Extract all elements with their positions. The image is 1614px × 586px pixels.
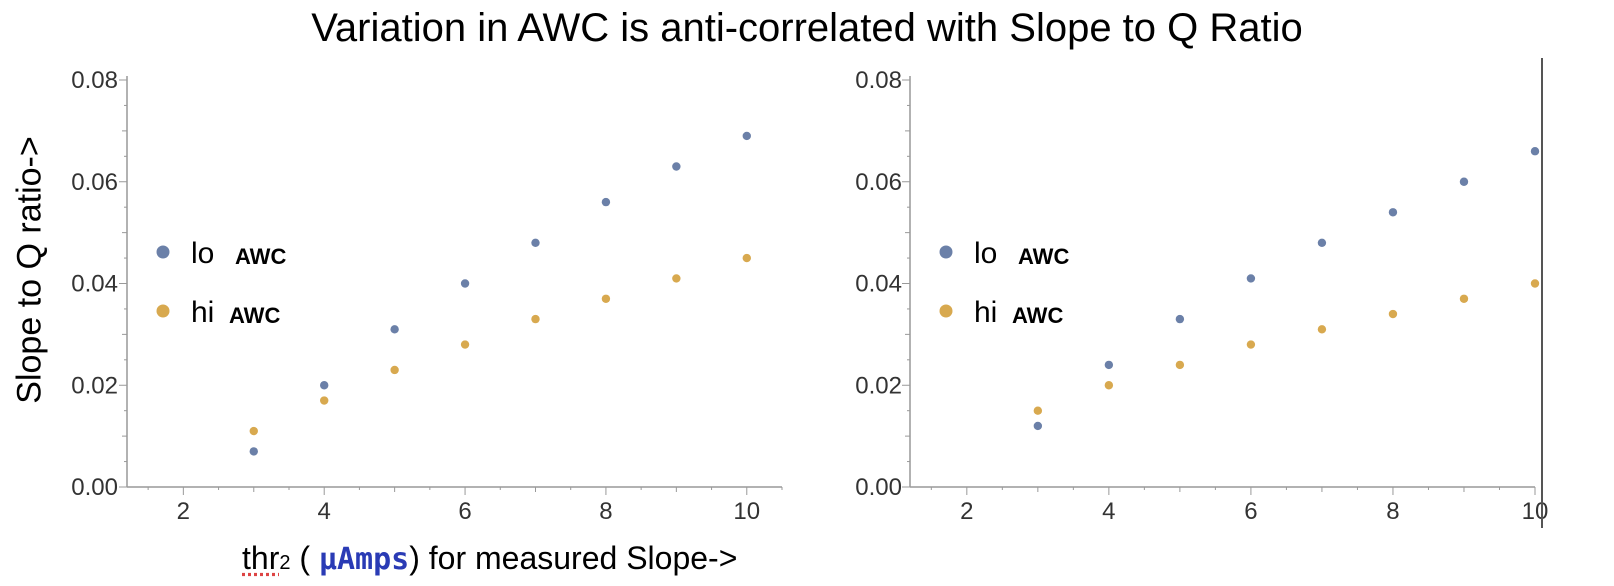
right-panel-point-hi (1246, 340, 1256, 349)
right-panel-legend-label-hi: hi (974, 296, 997, 329)
left-panel-point-hi (531, 314, 540, 324)
right-panel-point-lo (1388, 208, 1398, 217)
left-panel-point-lo (601, 197, 611, 207)
left-panel-point-lo (320, 381, 329, 390)
right-panel-y-tick-label: 0.00 (855, 474, 902, 501)
left-panel-point-hi (672, 274, 681, 283)
right-panel-point-lo (1246, 274, 1256, 283)
right-panel-x-tick-label: 2 (960, 498, 973, 525)
left-panel-legend-sub-hi: AWC (229, 303, 280, 328)
x-axis-label: thr2 ( μAmps) for measured Slope-> (242, 540, 737, 577)
right-panel-point-lo (1317, 238, 1327, 247)
left-panel-point-lo (742, 131, 751, 141)
right-panel-point-hi (1317, 325, 1327, 334)
right-panel-x-tick-label: 8 (1386, 498, 1399, 525)
left-panel-point-lo (672, 162, 681, 171)
right-panel-point-hi (1388, 309, 1398, 319)
left-panel-legend-marker-hi (156, 304, 170, 318)
right-panel-y-tick-label: 0.04 (855, 271, 902, 298)
x-label-subscript: 2 (279, 552, 291, 574)
left-panel-point-hi (601, 294, 611, 303)
right-panel-y-tick-label: 0.02 (855, 372, 902, 399)
right-panel-legend-sub-hi: AWC (1012, 303, 1063, 328)
left-panel-y-tick-label: 0.06 (71, 169, 118, 196)
left-panel-point-lo (531, 238, 540, 247)
x-label-unit: μAmps (318, 542, 410, 577)
right-panel-legend-label-lo: lo (974, 237, 997, 270)
left-panel-point-hi (460, 340, 470, 349)
panel-right-border (1541, 58, 1543, 528)
right-panel-point-lo (1530, 147, 1540, 156)
left-panel-point-lo (460, 279, 470, 288)
left-panel-legend-label-lo: lo (191, 237, 214, 270)
left-panel-point-hi (249, 426, 258, 436)
left-panel-x-tick-label: 2 (177, 498, 190, 525)
right-panel-point-lo (1175, 314, 1185, 324)
right-panel-point-lo (1459, 177, 1469, 186)
right-panel-legend-marker-hi (939, 304, 953, 318)
right-panel-y-tick-label: 0.06 (855, 169, 902, 196)
x-label-open: ( (290, 540, 319, 576)
x-label-suffix: ) for measured Slope-> (409, 540, 738, 576)
left-panel-legend-label-hi: hi (191, 296, 214, 329)
left-panel-point-hi (742, 253, 751, 263)
x-label-prefix: thr (242, 540, 280, 576)
left-panel-y-tick-label: 0.04 (71, 271, 118, 298)
right-panel-point-lo (1033, 421, 1043, 431)
right-panel-x-tick-label: 6 (1244, 498, 1257, 525)
left-panel-y-tick-label: 0.02 (71, 372, 118, 399)
left-panel-point-lo (390, 325, 399, 334)
right-panel-point-hi (1033, 406, 1043, 415)
left-panel-point-hi (320, 396, 329, 405)
right-panel-point-hi (1104, 381, 1114, 390)
left-panel-x-tick-label: 8 (599, 498, 612, 525)
right-panel-legend-marker-lo (939, 245, 953, 259)
right-panel-point-hi (1459, 294, 1469, 303)
left-panel-x-tick-label: 10 (733, 498, 760, 525)
right-panel-y-tick-label: 0.08 (855, 67, 902, 94)
right-panel-legend-sub-lo: AWC (1018, 244, 1069, 269)
left-panel-y-tick-label: 0.00 (71, 474, 118, 501)
right-panel-point-hi (1175, 360, 1185, 370)
right-panel-x-tick-label: 10 (1522, 498, 1549, 525)
left-panel-x-tick-label: 4 (318, 498, 331, 525)
right-panel-x-tick-label: 4 (1102, 498, 1115, 525)
right-panel-point-lo (1104, 360, 1114, 370)
left-panel-legend-marker-lo (156, 245, 170, 259)
right-panel-point-hi (1530, 279, 1540, 288)
left-panel-legend-sub-lo: AWC (235, 244, 286, 269)
chart-title: Variation in AWC is anti-correlated with… (311, 6, 1303, 50)
left-panel-y-tick-label: 0.08 (71, 67, 118, 94)
left-panel-point-lo (249, 447, 258, 456)
left-panel-point-hi (390, 365, 399, 375)
left-panel-x-tick-label: 6 (458, 498, 471, 525)
